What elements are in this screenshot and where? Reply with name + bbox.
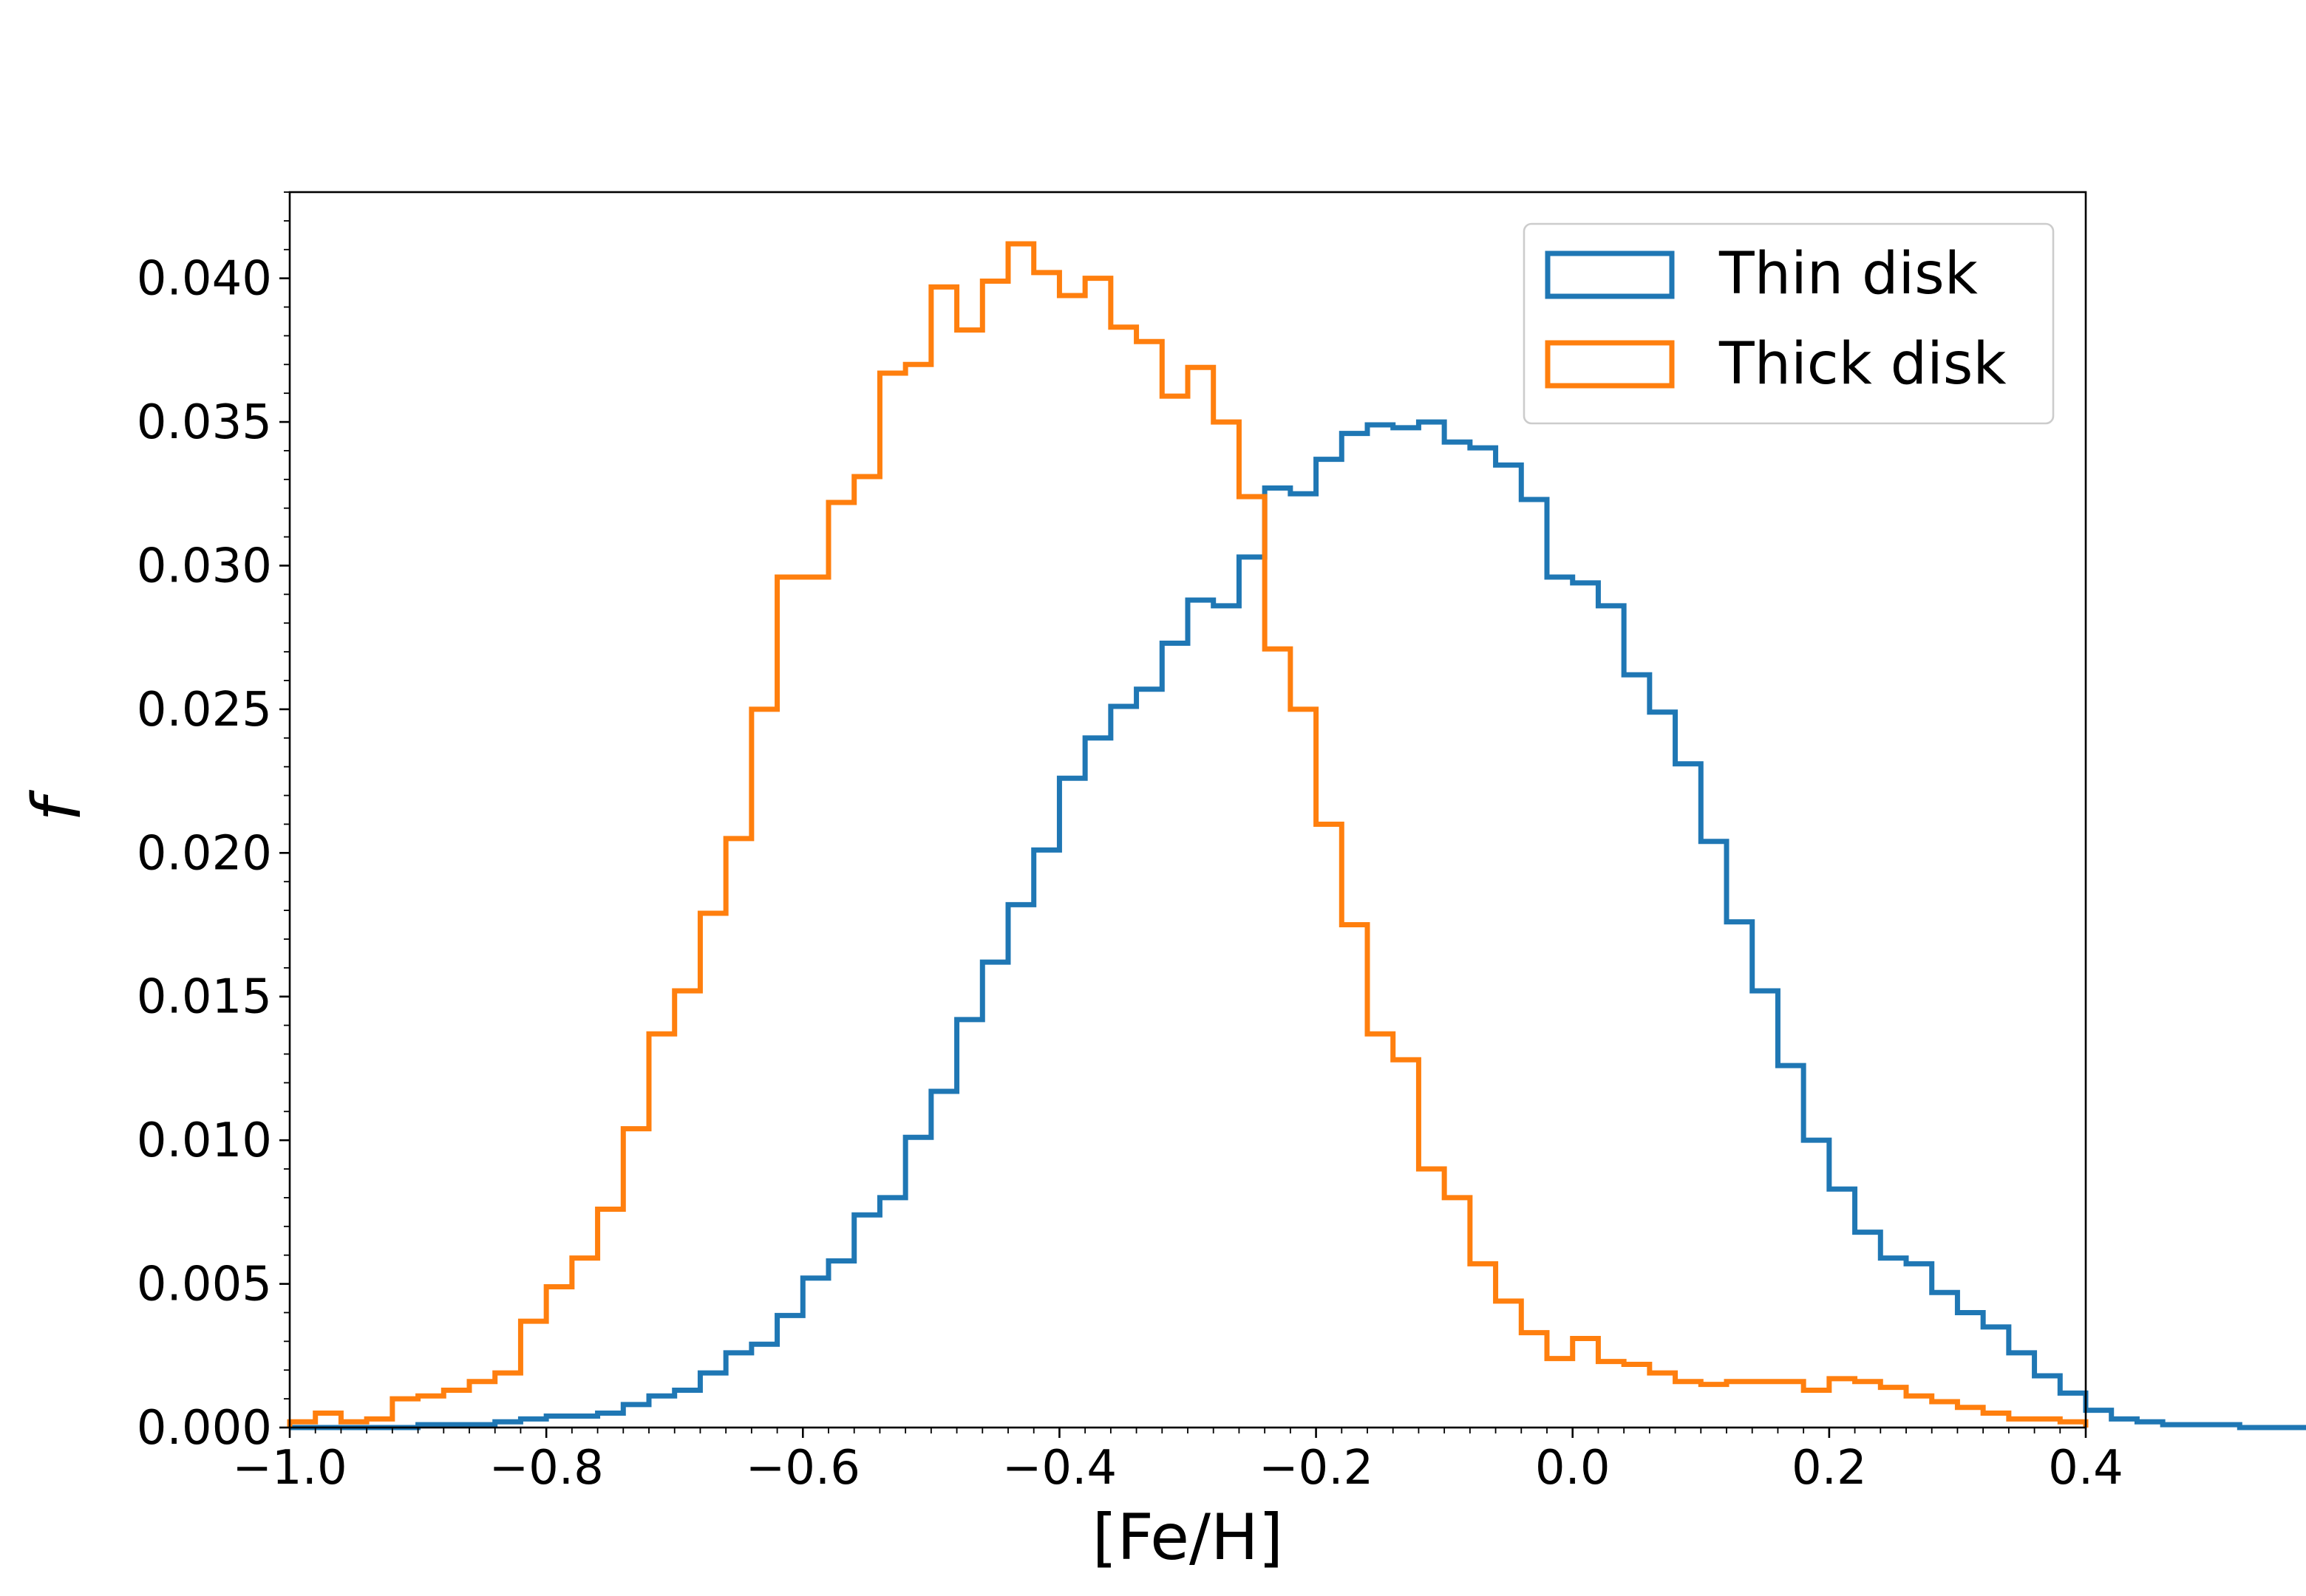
x-tick-label: 0.0 [1535, 1441, 1611, 1496]
x-tick-label: −0.8 [489, 1441, 603, 1496]
y-tick-label: 0.035 [137, 395, 272, 450]
legend-thin-disk-label: Thin disk [1718, 241, 1978, 307]
x-tick-label: 0.4 [2048, 1441, 2123, 1496]
y-tick-label: 0.010 [137, 1114, 272, 1168]
series-thick-disk-step [287, 241, 2089, 1428]
x-axis-label: [Fe/H] [1092, 1501, 1283, 1575]
x-tick-label: −1.0 [232, 1441, 347, 1496]
x-tick-label: −0.2 [1259, 1441, 1373, 1496]
y-tick-label: 0.005 [137, 1258, 272, 1312]
series-thin-disk-step [290, 419, 2306, 1430]
legend-thick-disk-swatch [1545, 340, 1675, 389]
x-axis-ticks: −1.0 −0.8 −0.6 −0.4 −0.2 0.0 0.2 0.4 [232, 1428, 2123, 1496]
x-tick-label: 0.2 [1792, 1441, 1867, 1496]
x-tick-label: −0.6 [746, 1441, 860, 1496]
y-tick-label: 0.000 [137, 1401, 272, 1456]
y-tick-label: 0.040 [137, 252, 272, 307]
x-tick-label: −0.4 [1002, 1441, 1117, 1496]
y-tick-label: 0.030 [137, 539, 272, 593]
y-tick-label: 0.025 [137, 683, 272, 737]
y-tick-label: 0.015 [137, 970, 272, 1025]
y-axis-ticks: 0.000 0.005 0.010 0.015 0.020 0.025 0.030 0.035… [137, 191, 290, 1456]
legend: Thin disk Thick disk [1523, 222, 2055, 425]
legend-frame [1523, 222, 2055, 425]
series-layer [287, 241, 2306, 1430]
legend-thin-disk-swatch [1545, 250, 1675, 299]
y-tick-label: 0.020 [137, 826, 272, 881]
legend-thick-disk-label: Thick disk [1718, 331, 2007, 398]
